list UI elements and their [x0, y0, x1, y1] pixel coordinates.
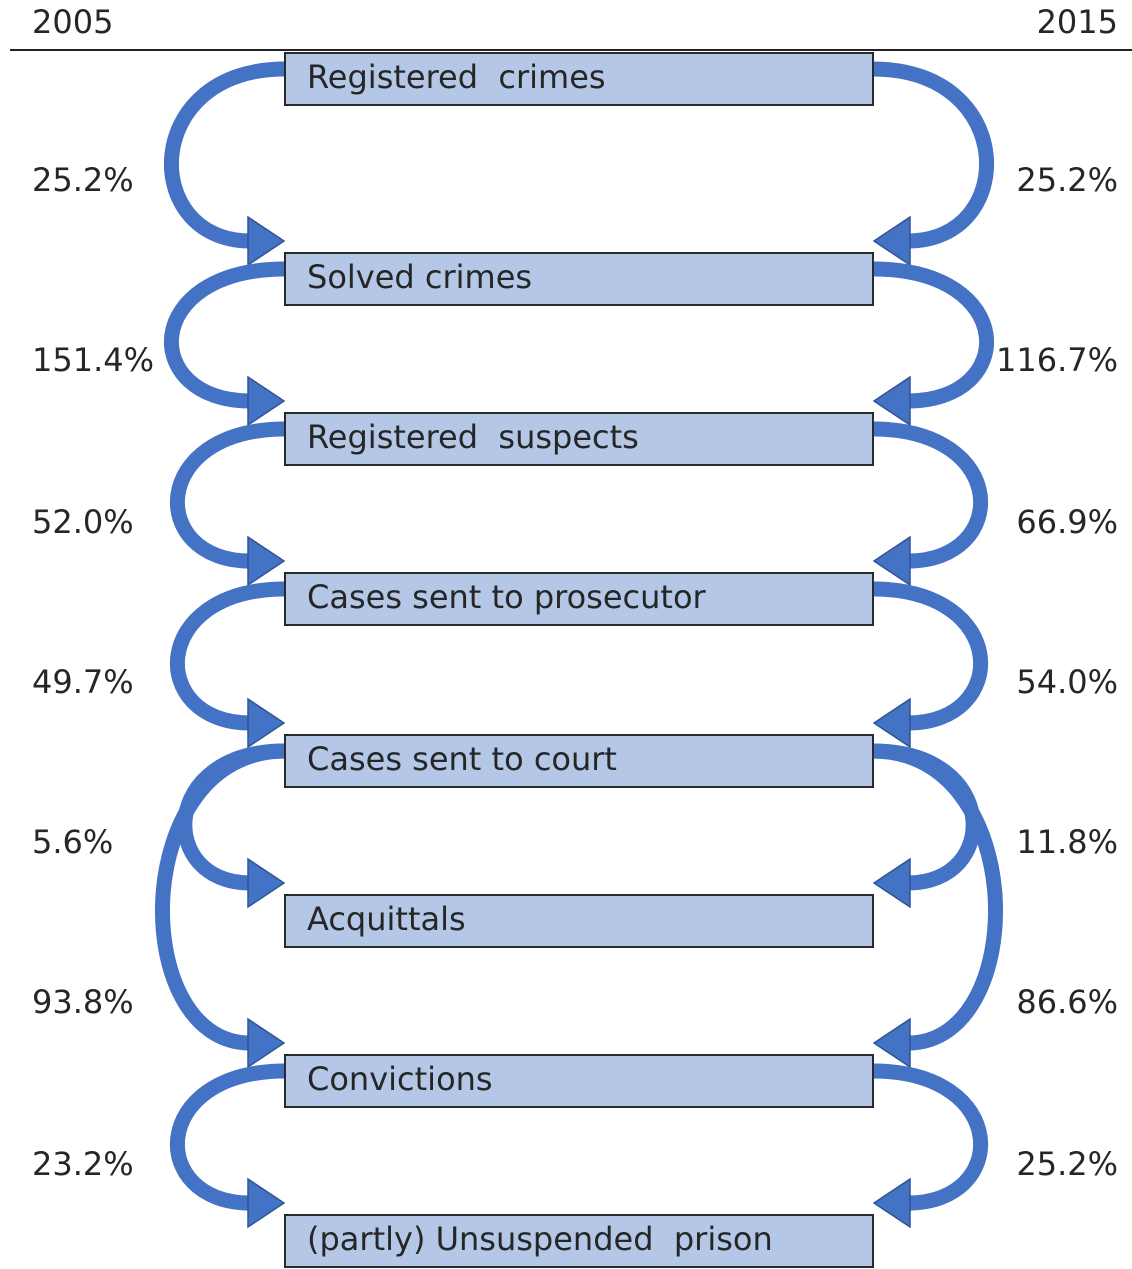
- flow-arrow: [163, 61, 286, 249]
- right-year: 2015: [1037, 3, 1118, 41]
- arrow-head: [872, 375, 911, 427]
- stage-box: [284, 1214, 874, 1268]
- right-rate: 54.0%: [1016, 663, 1118, 701]
- left-rate: 49.7%: [32, 663, 134, 701]
- right-rate: 66.9%: [1016, 503, 1118, 541]
- stage-box: [284, 894, 874, 948]
- stage-label: (partly) Unsuspended prison: [307, 1220, 773, 1258]
- stage-box: [284, 572, 874, 626]
- left-rate: 93.8%: [32, 983, 134, 1021]
- arrow-head: [247, 697, 286, 749]
- arrow-head: [247, 535, 286, 587]
- stage-label: Solved crimes: [307, 258, 532, 296]
- stage-box: [284, 734, 874, 788]
- stage-label: Registered suspects: [307, 418, 639, 456]
- left-rate: 23.2%: [32, 1145, 134, 1183]
- flow-arrow: [155, 743, 286, 1051]
- arrow-head: [247, 1017, 286, 1069]
- stage-label: Registered crimes: [307, 58, 606, 96]
- arrow-head: [872, 857, 911, 909]
- left-rate: 52.0%: [32, 503, 134, 541]
- right-rate: 11.8%: [1016, 823, 1118, 861]
- flow-arrow: [872, 743, 1003, 1051]
- arrow-head: [872, 697, 911, 749]
- stage-label: Cases sent to prosecutor: [307, 578, 707, 616]
- left-rate: 25.2%: [32, 161, 134, 199]
- stage-label: Convictions: [307, 1060, 493, 1098]
- left-rate: 151.4%: [32, 341, 154, 379]
- arrow-head: [872, 535, 911, 587]
- right-rate: 25.2%: [1016, 161, 1118, 199]
- stage-label: Acquittals: [307, 900, 466, 938]
- arrow-head: [247, 1177, 286, 1229]
- flow-arrow: [169, 1063, 286, 1211]
- arrow-head: [872, 215, 911, 267]
- flow-arrow: [872, 1063, 989, 1211]
- arrow-head: [247, 375, 286, 427]
- right-rate: 86.6%: [1016, 983, 1118, 1021]
- flow-arrow: [169, 421, 286, 569]
- flow-arrow: [164, 261, 286, 409]
- arrow-head: [247, 215, 286, 267]
- right-rate: 25.2%: [1016, 1145, 1118, 1183]
- stage-label: Cases sent to court: [307, 740, 617, 778]
- arrow-head: [247, 857, 286, 909]
- stage-box: [284, 52, 874, 106]
- stage-box: [284, 252, 874, 306]
- stage-box: [284, 1054, 874, 1108]
- left-rate: 5.6%: [32, 823, 113, 861]
- arrow-head: [872, 1177, 911, 1229]
- left-year: 2005: [32, 3, 113, 41]
- flow-arrow: [872, 421, 989, 569]
- flow-arrow: [169, 581, 286, 731]
- flow-arrow: [872, 61, 995, 249]
- right-rate: 116.7%: [996, 341, 1118, 379]
- arrow-head: [872, 1017, 911, 1069]
- flow-arrow: [872, 581, 989, 731]
- stage-box: [284, 412, 874, 466]
- flow-arrow: [872, 261, 994, 409]
